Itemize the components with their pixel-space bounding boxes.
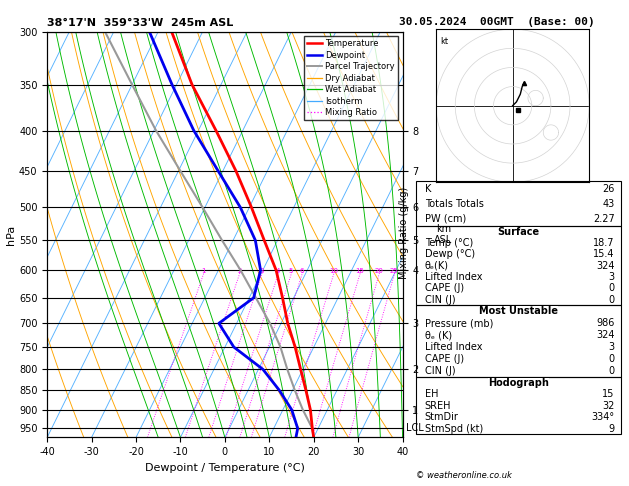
- Text: 26: 26: [603, 184, 615, 194]
- Y-axis label: km
ASL: km ASL: [435, 224, 453, 245]
- Text: 32: 32: [603, 401, 615, 411]
- Text: 2.27: 2.27: [593, 213, 615, 224]
- Text: 6: 6: [300, 268, 304, 274]
- Text: 15.4: 15.4: [593, 249, 615, 260]
- Text: kt: kt: [440, 37, 448, 46]
- Text: 334°: 334°: [591, 412, 615, 422]
- Text: Lifted Index: Lifted Index: [425, 342, 482, 352]
- Text: 25: 25: [390, 268, 399, 274]
- Text: Hodograph: Hodograph: [488, 378, 549, 388]
- Text: 30.05.2024  00GMT  (Base: 00): 30.05.2024 00GMT (Base: 00): [399, 17, 595, 27]
- Text: 324: 324: [596, 330, 615, 340]
- Text: 0: 0: [609, 283, 615, 293]
- Text: SREH: SREH: [425, 401, 451, 411]
- Text: 38°17'N  359°33'W  245m ASL: 38°17'N 359°33'W 245m ASL: [47, 18, 233, 28]
- Text: 986: 986: [596, 318, 615, 328]
- Text: 15: 15: [603, 389, 615, 399]
- Text: 10: 10: [329, 268, 338, 274]
- Text: 0: 0: [609, 295, 615, 305]
- Text: CIN (J): CIN (J): [425, 366, 455, 376]
- Text: PW (cm): PW (cm): [425, 213, 466, 224]
- Text: 43: 43: [603, 199, 615, 208]
- Text: © weatheronline.co.uk: © weatheronline.co.uk: [416, 471, 512, 480]
- Text: 3: 3: [609, 342, 615, 352]
- Text: Dewp (°C): Dewp (°C): [425, 249, 475, 260]
- Text: Totals Totals: Totals Totals: [425, 199, 484, 208]
- Text: 0: 0: [609, 354, 615, 364]
- Text: 324: 324: [596, 260, 615, 271]
- Legend: Temperature, Dewpoint, Parcel Trajectory, Dry Adiabat, Wet Adiabat, Isotherm, Mi: Temperature, Dewpoint, Parcel Trajectory…: [304, 36, 398, 121]
- Text: 0: 0: [609, 366, 615, 376]
- Text: Most Unstable: Most Unstable: [479, 306, 558, 316]
- Text: 15: 15: [355, 268, 364, 274]
- Text: LCL: LCL: [406, 423, 424, 434]
- Text: 4: 4: [276, 268, 281, 274]
- Text: θₑ (K): θₑ (K): [425, 330, 452, 340]
- Text: CIN (J): CIN (J): [425, 295, 455, 305]
- Text: 3: 3: [609, 272, 615, 282]
- Text: Temp (°C): Temp (°C): [425, 238, 473, 248]
- Text: Surface: Surface: [498, 226, 540, 237]
- Text: K: K: [425, 184, 431, 194]
- Text: EH: EH: [425, 389, 438, 399]
- Text: CAPE (J): CAPE (J): [425, 354, 464, 364]
- Text: 20: 20: [375, 268, 384, 274]
- Text: θₑ(K): θₑ(K): [425, 260, 448, 271]
- Text: StmSpd (kt): StmSpd (kt): [425, 424, 483, 434]
- Text: 18.7: 18.7: [593, 238, 615, 248]
- Text: Mixing Ratio (g/kg): Mixing Ratio (g/kg): [399, 187, 409, 279]
- X-axis label: Dewpoint / Temperature (°C): Dewpoint / Temperature (°C): [145, 463, 305, 473]
- Text: Pressure (mb): Pressure (mb): [425, 318, 493, 328]
- Text: 5: 5: [289, 268, 293, 274]
- Text: StmDir: StmDir: [425, 412, 459, 422]
- Text: 2: 2: [237, 268, 242, 274]
- Text: 1: 1: [201, 268, 206, 274]
- Text: Lifted Index: Lifted Index: [425, 272, 482, 282]
- Text: CAPE (J): CAPE (J): [425, 283, 464, 293]
- Y-axis label: hPa: hPa: [6, 225, 16, 244]
- Text: 9: 9: [609, 424, 615, 434]
- Text: 3: 3: [260, 268, 264, 274]
